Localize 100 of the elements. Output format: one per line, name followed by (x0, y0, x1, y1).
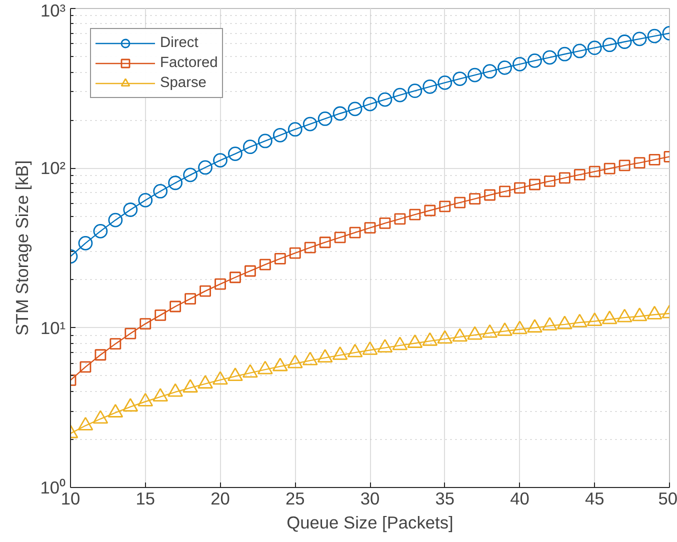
point (362, 341, 378, 355)
point (78, 236, 93, 250)
point (319, 236, 331, 248)
x-axis-title: Queue Size [Packets] (286, 512, 454, 532)
x-tick-label: 40 (510, 488, 530, 508)
point (364, 222, 376, 234)
y-axis-title: STM Storage Size [kB] (12, 160, 32, 336)
point (334, 232, 346, 244)
point (272, 128, 288, 142)
point (407, 334, 423, 348)
point (392, 88, 408, 102)
x-tick-label: 15 (136, 488, 156, 508)
point (646, 306, 662, 320)
point (200, 285, 211, 297)
point (632, 308, 648, 322)
point (482, 64, 497, 79)
point (317, 349, 333, 363)
point (484, 189, 496, 201)
point (454, 196, 466, 208)
point (302, 352, 318, 366)
point (377, 339, 393, 353)
point (392, 336, 408, 350)
point (257, 360, 273, 374)
point (168, 176, 183, 190)
point (586, 312, 602, 326)
point (213, 153, 228, 168)
point (632, 32, 647, 46)
point (602, 310, 618, 324)
point (618, 160, 630, 172)
point (409, 208, 421, 220)
point (244, 265, 256, 277)
point (347, 344, 363, 358)
legend-label: Factored (160, 54, 218, 72)
x-tick-label: 20 (210, 488, 230, 508)
x-tick-label: 35 (435, 488, 455, 508)
point (468, 68, 482, 82)
point (437, 330, 453, 344)
point (123, 202, 138, 217)
point (648, 154, 660, 166)
point (153, 184, 168, 198)
point (498, 60, 512, 75)
x-tick-label: 10 (60, 488, 80, 508)
point (152, 388, 168, 402)
point (108, 212, 123, 228)
y-tick-label: 10³ (40, 0, 66, 20)
point (214, 278, 226, 290)
point (258, 134, 272, 148)
point (452, 328, 468, 342)
legend-label: Direct (160, 34, 198, 52)
point (512, 56, 527, 72)
legend-label: Sparse (160, 74, 206, 92)
point (228, 146, 242, 161)
point (138, 193, 153, 208)
point (604, 162, 616, 174)
point (198, 375, 213, 389)
point (78, 416, 94, 430)
y-tick-label: 10² (40, 158, 66, 178)
point (242, 364, 258, 378)
point (378, 92, 392, 107)
point (228, 368, 243, 382)
point (408, 84, 422, 98)
point (122, 398, 138, 412)
point (302, 116, 318, 132)
point (212, 371, 228, 385)
point (529, 178, 540, 190)
point (93, 224, 108, 238)
point (332, 106, 348, 121)
point (138, 392, 154, 406)
point (230, 272, 241, 284)
point (469, 193, 481, 204)
point (634, 157, 646, 169)
point (183, 168, 198, 182)
point (514, 182, 526, 194)
point (198, 160, 212, 175)
point (348, 102, 362, 116)
point (452, 72, 468, 86)
point (542, 317, 558, 331)
point (140, 318, 152, 330)
point (154, 309, 166, 321)
point (422, 79, 438, 94)
point (287, 354, 303, 368)
point (424, 204, 436, 216)
point (304, 242, 316, 254)
point (243, 140, 258, 154)
point (617, 34, 632, 49)
x-tick-label: 25 (285, 488, 305, 508)
point (184, 293, 196, 304)
point (647, 28, 662, 44)
y-tick-label: 10¹ (40, 318, 66, 338)
point (289, 247, 301, 259)
point (527, 319, 542, 333)
point (92, 410, 108, 424)
point (528, 54, 542, 68)
point (124, 328, 136, 340)
point (108, 404, 124, 418)
point (588, 166, 600, 178)
point (587, 40, 602, 56)
point (544, 175, 556, 187)
point (557, 46, 572, 62)
point (288, 122, 302, 137)
